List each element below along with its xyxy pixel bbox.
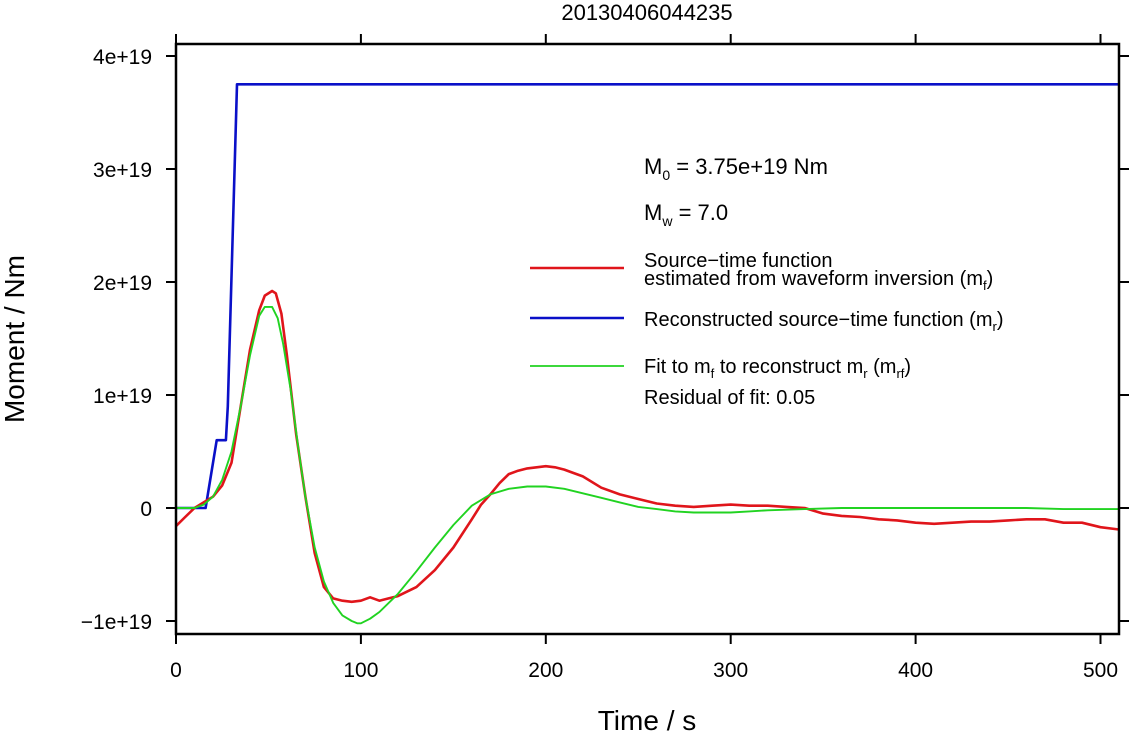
fit-series-line [176, 305, 1119, 625]
reconstructed-series-line [176, 83, 1119, 510]
y-tick-label: −1e+19 [81, 611, 152, 634]
y-tick-label: 2e+19 [93, 272, 152, 295]
x-tick-label: 100 [343, 659, 378, 682]
x-axis-label: Time / s [598, 705, 697, 734]
legend-label-reconstructed: Reconstructed source−time function (mr) [644, 309, 1004, 334]
m0-annotation: M0 = 3.75e+19 Nm [644, 154, 828, 183]
x-tick-label: 400 [898, 659, 933, 682]
legend: Source−time function estimated from wave… [530, 250, 1004, 409]
source-time-series-line [176, 289, 1119, 604]
legend-label-source-time-line2: estimated from waveform inversion (mf) [644, 268, 993, 293]
y-tick-label: 0 [140, 498, 152, 521]
mw-annotation: Mw = 7.0 [644, 200, 728, 229]
y-tick-label: 3e+19 [93, 159, 152, 182]
y-tick-label: 1e+19 [93, 385, 152, 408]
y-axis-label: Moment / Nm [0, 255, 30, 423]
legend-label-source-time-line1: Source−time function [644, 250, 832, 272]
residual-annotation: Residual of fit: 0.05 [644, 387, 815, 409]
x-tick-label: 200 [528, 659, 563, 682]
plot-frame [174, 42, 1121, 636]
x-tick-label: 300 [713, 659, 748, 682]
legend-label-fit: Fit to mf to reconstruct mr (mrf) [644, 356, 911, 381]
y-tick-label: 4e+19 [93, 46, 152, 69]
chart-title: 20130406044235 [561, 0, 732, 25]
x-tick-label: 0 [170, 659, 182, 682]
x-tick-label: 500 [1083, 659, 1118, 682]
